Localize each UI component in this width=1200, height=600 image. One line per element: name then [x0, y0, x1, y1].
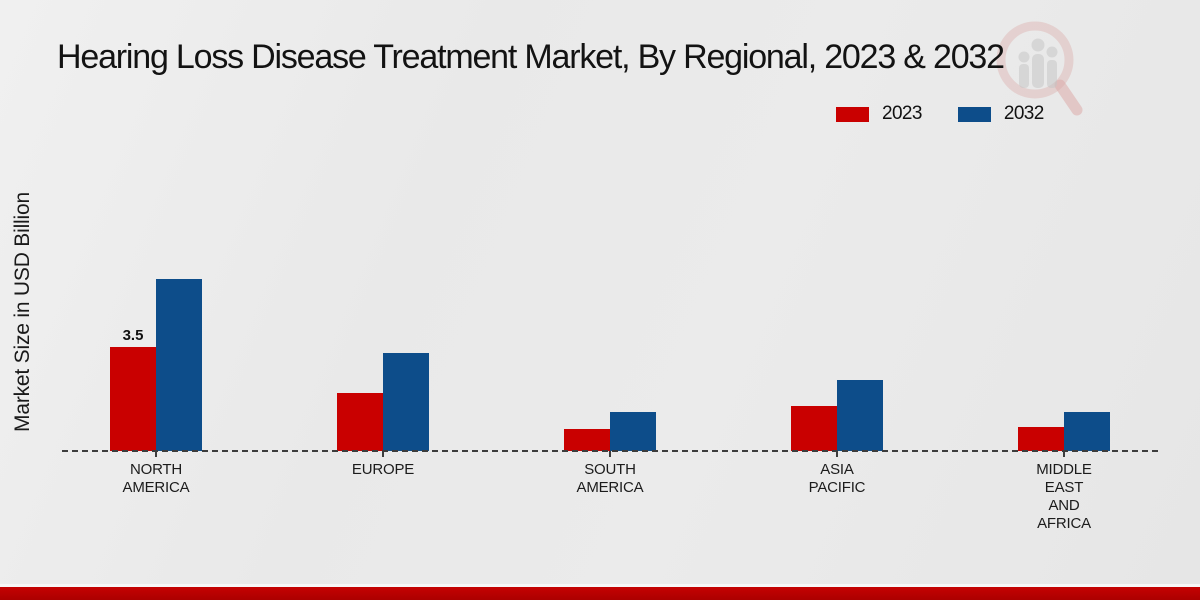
- legend-item-2032: 2032: [957, 103, 1044, 125]
- chart-title: Hearing Loss Disease Treatment Market, B…: [57, 38, 1005, 76]
- bar-2023-south-america: [564, 429, 610, 451]
- x-axis-tick-middle-east-and-africa: [1063, 451, 1065, 457]
- bar-2023-asia-pacific: [791, 406, 837, 451]
- legend-swatch-2023: [836, 106, 869, 122]
- footer-highlight-line: [0, 584, 1200, 587]
- legend-label-2023: 2023: [882, 103, 922, 124]
- x-axis-tick-south-america: [609, 451, 611, 457]
- category-label-asia-pacific: ASIA PACIFIC: [808, 461, 866, 496]
- category-label-south-america: SOUTH AMERICA: [576, 461, 644, 496]
- x-axis-tick-europe: [382, 451, 384, 457]
- category-label-middle-east-and-africa: MIDDLE EAST AND AFRICA: [1036, 461, 1092, 532]
- footer-red-band: [0, 587, 1200, 600]
- bar-2032-north-america: [156, 279, 202, 451]
- bar-2032-south-america: [610, 412, 656, 451]
- category-label-north-america: NORTH AMERICA: [122, 461, 190, 496]
- x-axis-tick-north-america: [155, 451, 157, 457]
- x-axis-tick-asia-pacific: [836, 451, 838, 457]
- legend-item-2023: 2023: [836, 103, 922, 125]
- bar-value-label-2023-north-america: 3.5: [122, 327, 144, 344]
- bar-2023-middle-east-and-africa: [1018, 427, 1064, 451]
- legend-label-2032: 2032: [1003, 103, 1044, 124]
- magnifier-bar-chart-logo-icon: [996, 21, 1083, 116]
- bar-2023-europe: [337, 393, 383, 451]
- bar-2032-europe: [383, 353, 429, 451]
- category-label-europe: EUROPE: [351, 461, 415, 478]
- bar-2023-north-america: [110, 347, 156, 451]
- legend-swatch-2032: [957, 106, 991, 122]
- legend: 2023 2032: [836, 103, 1044, 125]
- bar-2032-asia-pacific: [837, 380, 883, 451]
- bar-2032-middle-east-and-africa: [1064, 412, 1110, 451]
